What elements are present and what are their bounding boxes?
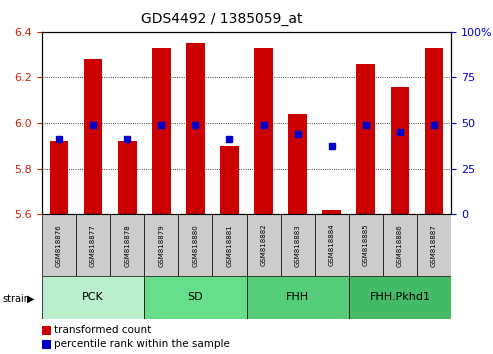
Text: FHH: FHH (286, 292, 309, 302)
Text: GSM818881: GSM818881 (226, 224, 233, 267)
Text: GSM818880: GSM818880 (192, 224, 198, 267)
Bar (246, 214, 281, 276)
Bar (417, 214, 451, 276)
Bar (254, 48, 273, 214)
Text: transformed count: transformed count (54, 325, 151, 335)
Bar (424, 48, 443, 214)
Text: GSM818887: GSM818887 (431, 224, 437, 267)
Bar (288, 114, 307, 214)
Bar (178, 214, 212, 276)
Text: GSM818882: GSM818882 (260, 224, 267, 267)
Text: GSM818878: GSM818878 (124, 224, 130, 267)
Bar (315, 214, 349, 276)
Bar (144, 276, 246, 319)
Bar (356, 64, 375, 214)
Text: strain: strain (2, 294, 31, 304)
Bar (186, 43, 205, 214)
Bar (349, 214, 383, 276)
Text: GSM818884: GSM818884 (329, 224, 335, 267)
Bar (383, 214, 417, 276)
Bar (390, 87, 409, 214)
Text: GSM818885: GSM818885 (363, 224, 369, 267)
Text: GSM818886: GSM818886 (397, 224, 403, 267)
Bar (212, 214, 246, 276)
Bar (50, 141, 69, 214)
Text: PCK: PCK (82, 292, 104, 302)
Text: percentile rank within the sample: percentile rank within the sample (54, 339, 230, 349)
Bar (220, 146, 239, 214)
Text: SD: SD (187, 292, 203, 302)
Text: FHH.Pkhd1: FHH.Pkhd1 (369, 292, 430, 302)
Bar (246, 276, 349, 319)
Text: GSM818877: GSM818877 (90, 224, 96, 267)
Text: GSM818876: GSM818876 (56, 224, 62, 267)
Bar (281, 214, 315, 276)
Bar (322, 210, 341, 214)
Bar (152, 48, 171, 214)
Text: GSM818879: GSM818879 (158, 224, 164, 267)
Bar (144, 214, 178, 276)
Bar (42, 276, 144, 319)
Text: GDS4492 / 1385059_at: GDS4492 / 1385059_at (141, 12, 303, 27)
Bar (110, 214, 144, 276)
Bar (84, 59, 103, 214)
Text: GSM818883: GSM818883 (295, 224, 301, 267)
Bar (349, 276, 451, 319)
Bar (76, 214, 110, 276)
Bar (118, 141, 137, 214)
Text: ▶: ▶ (27, 294, 35, 304)
Bar (42, 214, 76, 276)
